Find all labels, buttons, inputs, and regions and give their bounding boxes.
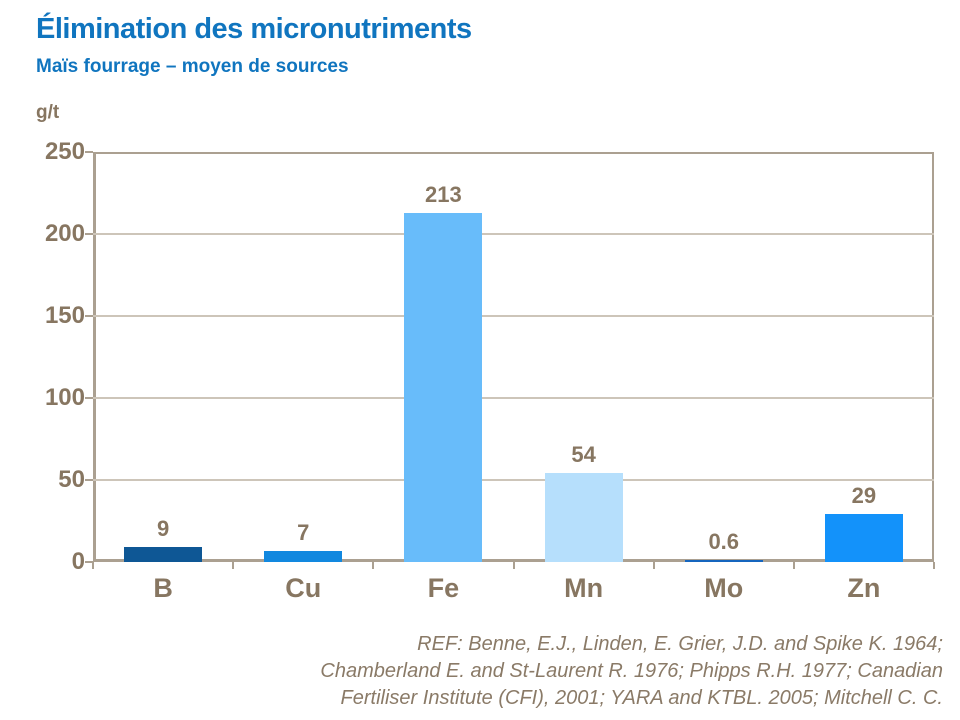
chart-title: Élimination des micronutriments xyxy=(36,13,472,45)
reference-line: REF: Benne, E.J., Linden, E. Grier, J.D.… xyxy=(417,633,943,655)
bar-mo xyxy=(685,560,763,562)
reference-text: REF: Benne, E.J., Linden, E. Grier, J.D.… xyxy=(320,631,943,712)
x-axis-tick xyxy=(372,562,375,569)
x-axis-tick xyxy=(652,562,655,569)
chart-subtitle: Maïs fourrage – moyen de sources xyxy=(36,56,349,77)
x-axis-category-label-mn: Mn xyxy=(564,573,604,603)
y-axis-tick xyxy=(85,151,93,153)
y-axis-tick-label: 200 xyxy=(44,220,85,247)
bar-value-label-mn: 54 xyxy=(571,442,596,467)
bar-zn xyxy=(825,514,903,562)
x-axis-category-label-cu: Cu xyxy=(285,573,322,603)
bar-value-label-zn: 29 xyxy=(851,483,877,508)
bar-cu xyxy=(264,551,342,562)
x-axis-category-label-mo: Mo xyxy=(704,573,744,603)
x-axis-tick xyxy=(232,562,235,569)
y-axis-unit-label: g/t xyxy=(36,102,60,123)
gridline xyxy=(93,315,934,317)
bar-value-label-cu: 7 xyxy=(297,520,310,545)
y-axis-tick xyxy=(85,397,93,399)
y-axis-tick-label: 0 xyxy=(71,548,85,575)
reference-line: Fertiliser Institute (CFI), 2001; YARA a… xyxy=(340,687,943,709)
bar-value-label-fe: 213 xyxy=(425,182,462,207)
bar-b xyxy=(124,547,202,562)
bar-mn xyxy=(545,473,623,562)
y-axis-tick-label: 100 xyxy=(44,384,85,411)
x-axis-tick xyxy=(92,562,94,569)
y-axis-tick xyxy=(85,479,93,481)
x-axis-tick xyxy=(792,562,795,569)
y-axis-tick-label: 150 xyxy=(44,302,85,329)
bar-fe xyxy=(404,213,482,562)
y-axis-tick xyxy=(85,561,93,563)
gridline xyxy=(93,479,934,481)
reference-line: Chamberland E. and St-Laurent R. 1976; P… xyxy=(320,660,943,682)
plot-area-frame xyxy=(93,152,934,562)
y-axis-tick xyxy=(85,233,93,235)
gridline xyxy=(93,397,934,399)
y-axis-tick xyxy=(85,315,93,317)
x-axis-category-label-fe: Fe xyxy=(427,573,460,603)
x-axis-tick xyxy=(933,562,935,569)
bar-value-label-b: 9 xyxy=(156,516,170,541)
y-axis-tick-label: 50 xyxy=(58,466,85,493)
x-axis-category-label-b: B xyxy=(153,573,173,603)
bar-value-label-mo: 0.6 xyxy=(708,529,740,554)
x-axis-tick xyxy=(512,562,515,569)
gridline xyxy=(93,233,934,235)
x-axis-category-label-zn: Zn xyxy=(847,573,881,603)
y-axis-tick-label: 250 xyxy=(44,138,85,165)
